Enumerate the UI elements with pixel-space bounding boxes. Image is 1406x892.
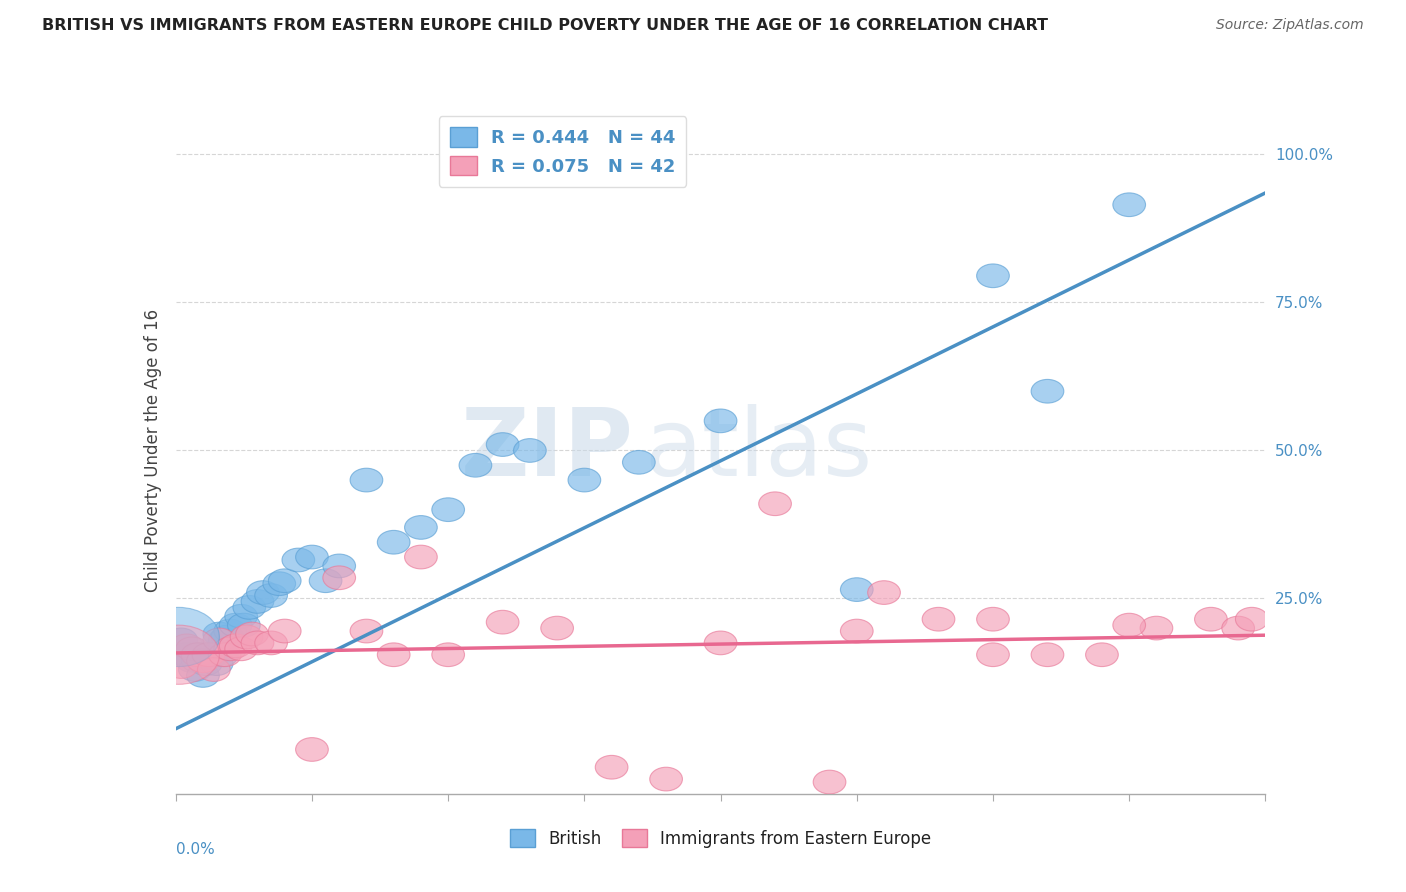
Ellipse shape xyxy=(269,569,301,592)
Ellipse shape xyxy=(205,643,239,666)
Ellipse shape xyxy=(170,634,202,657)
Ellipse shape xyxy=(309,569,342,592)
Ellipse shape xyxy=(1222,616,1254,640)
Ellipse shape xyxy=(350,619,382,643)
Ellipse shape xyxy=(197,643,231,666)
Ellipse shape xyxy=(184,643,217,666)
Ellipse shape xyxy=(200,652,233,675)
Ellipse shape xyxy=(211,625,243,648)
Ellipse shape xyxy=(1195,607,1227,631)
Ellipse shape xyxy=(254,631,287,655)
Ellipse shape xyxy=(977,607,1010,631)
Ellipse shape xyxy=(242,631,274,655)
Ellipse shape xyxy=(486,610,519,634)
Ellipse shape xyxy=(841,619,873,643)
Text: ZIP: ZIP xyxy=(461,404,633,497)
Ellipse shape xyxy=(246,581,280,605)
Ellipse shape xyxy=(295,545,329,569)
Ellipse shape xyxy=(1140,616,1173,640)
Ellipse shape xyxy=(350,468,382,491)
Ellipse shape xyxy=(813,770,846,794)
Ellipse shape xyxy=(193,643,225,666)
Ellipse shape xyxy=(323,554,356,578)
Ellipse shape xyxy=(295,738,329,761)
Ellipse shape xyxy=(650,767,682,791)
Ellipse shape xyxy=(759,491,792,516)
Ellipse shape xyxy=(214,619,246,643)
Ellipse shape xyxy=(922,607,955,631)
Ellipse shape xyxy=(263,572,295,596)
Ellipse shape xyxy=(841,578,873,601)
Ellipse shape xyxy=(405,516,437,540)
Ellipse shape xyxy=(486,433,519,457)
Ellipse shape xyxy=(458,453,492,477)
Ellipse shape xyxy=(377,531,411,554)
Ellipse shape xyxy=(513,439,546,462)
Ellipse shape xyxy=(214,637,246,661)
Ellipse shape xyxy=(1031,643,1064,666)
Text: Source: ZipAtlas.com: Source: ZipAtlas.com xyxy=(1216,18,1364,32)
Ellipse shape xyxy=(228,614,260,637)
Ellipse shape xyxy=(165,655,197,679)
Ellipse shape xyxy=(225,637,257,661)
Text: BRITISH VS IMMIGRANTS FROM EASTERN EUROPE CHILD POVERTY UNDER THE AGE OF 16 CORR: BRITISH VS IMMIGRANTS FROM EASTERN EUROP… xyxy=(42,18,1049,33)
Text: 0.0%: 0.0% xyxy=(176,842,215,857)
Ellipse shape xyxy=(595,756,628,779)
Ellipse shape xyxy=(176,648,208,673)
Ellipse shape xyxy=(623,450,655,475)
Ellipse shape xyxy=(195,643,228,666)
Ellipse shape xyxy=(197,657,231,681)
Ellipse shape xyxy=(202,628,236,652)
Ellipse shape xyxy=(170,643,202,666)
Ellipse shape xyxy=(254,583,287,607)
Ellipse shape xyxy=(704,631,737,655)
Ellipse shape xyxy=(208,628,242,652)
Y-axis label: Child Poverty Under the Age of 16: Child Poverty Under the Age of 16 xyxy=(143,309,162,592)
Ellipse shape xyxy=(176,637,208,661)
Ellipse shape xyxy=(283,549,315,572)
Ellipse shape xyxy=(138,607,219,666)
Ellipse shape xyxy=(377,643,411,666)
Text: atlas: atlas xyxy=(644,404,873,497)
Ellipse shape xyxy=(190,652,222,675)
Ellipse shape xyxy=(405,545,437,569)
Ellipse shape xyxy=(165,628,197,652)
Ellipse shape xyxy=(1114,193,1146,217)
Ellipse shape xyxy=(323,566,356,590)
Ellipse shape xyxy=(181,643,214,666)
Ellipse shape xyxy=(242,590,274,614)
Ellipse shape xyxy=(269,619,301,643)
Ellipse shape xyxy=(219,634,252,657)
Ellipse shape xyxy=(219,614,252,637)
Ellipse shape xyxy=(181,648,214,673)
Ellipse shape xyxy=(977,643,1010,666)
Ellipse shape xyxy=(187,648,219,673)
Ellipse shape xyxy=(179,657,211,681)
Ellipse shape xyxy=(231,625,263,648)
Ellipse shape xyxy=(1031,379,1064,403)
Ellipse shape xyxy=(704,409,737,433)
Ellipse shape xyxy=(208,643,242,666)
Ellipse shape xyxy=(977,264,1010,287)
Ellipse shape xyxy=(187,664,219,688)
Ellipse shape xyxy=(432,498,464,522)
Ellipse shape xyxy=(1236,607,1268,631)
Ellipse shape xyxy=(1114,614,1146,637)
Ellipse shape xyxy=(138,625,219,684)
Ellipse shape xyxy=(568,468,600,491)
Ellipse shape xyxy=(868,581,900,605)
Ellipse shape xyxy=(193,643,225,666)
Ellipse shape xyxy=(225,605,257,628)
Ellipse shape xyxy=(541,616,574,640)
Ellipse shape xyxy=(233,596,266,619)
Ellipse shape xyxy=(236,623,269,646)
Legend: British, Immigrants from Eastern Europe: British, Immigrants from Eastern Europe xyxy=(503,822,938,855)
Ellipse shape xyxy=(1085,643,1118,666)
Ellipse shape xyxy=(432,643,464,666)
Ellipse shape xyxy=(202,623,236,646)
